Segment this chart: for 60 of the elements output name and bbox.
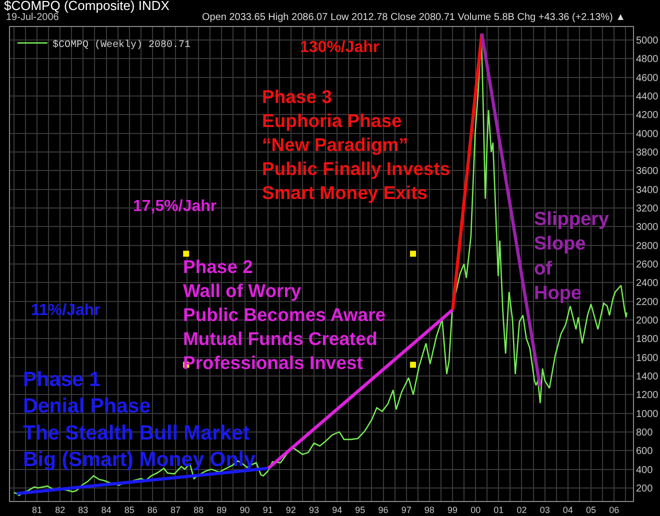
x-tick-label: 92 — [286, 504, 296, 515]
y-tick-label: 3400 — [636, 184, 659, 196]
y-tick-label: 800 — [636, 427, 654, 438]
y-tick-label: 2200 — [636, 296, 659, 308]
text: Open 2033.65 High 2086.07 Low 2012.78 Close 2080.71 Volume 5.8B Chg +43.36 (+2.13%) ▲ — [202, 12, 626, 23]
x-tick-label: 98 — [424, 504, 434, 515]
x-tick-label: 87 — [170, 504, 181, 515]
annotation: Phase 3 Euphoria Phase “New Paradigm” Public Finally Invests Smart Money Exits — [262, 86, 450, 204]
x-tick-label: 83 — [78, 504, 88, 515]
y-tick-label: 1000 — [636, 408, 659, 420]
x-tick-label: 82 — [55, 504, 66, 515]
x-tick-label: 88 — [194, 504, 204, 515]
x-tick-label: 91 — [262, 504, 273, 515]
x-tick-label: 96 — [378, 504, 388, 515]
y-tick-label: 400 — [636, 464, 654, 476]
y-tick-label: 1200 — [636, 390, 659, 402]
x-tick-label: 86 — [147, 504, 158, 515]
y-tick-label: 4600 — [636, 72, 659, 84]
y-tick-label: 3600 — [636, 166, 659, 178]
chart-title: $COMPQ (Composite) INDX — [4, 0, 170, 14]
x-tick-label: 05 — [586, 504, 596, 515]
x-tick-label: 97 — [401, 504, 412, 515]
y-tick-label: 3000 — [636, 222, 659, 234]
y-tick-label: 2800 — [636, 240, 659, 252]
y-tick-label: 4200 — [636, 110, 659, 122]
y-tick-label: 1600 — [636, 352, 659, 364]
y-tick-label: 2000 — [636, 315, 659, 326]
x-tick-label: 06 — [609, 504, 620, 515]
x-tick-label: 99 — [447, 504, 458, 515]
annotation: 130%/Jahr — [300, 39, 380, 56]
y-tick-label: 4800 — [636, 54, 659, 66]
y-tick-label: 4000 — [636, 128, 659, 140]
x-tick-label: 89 — [216, 504, 227, 515]
y-tick-label: 200 — [636, 483, 654, 494]
y-tick-label: 3800 — [636, 148, 659, 159]
x-tick-label: 04 — [562, 504, 573, 515]
x-tick-label: 94 — [332, 504, 342, 515]
x-tick-label: 01 — [494, 504, 504, 515]
x-tick-label: 93 — [308, 504, 320, 515]
y-tick-label: 2400 — [636, 278, 659, 290]
chart-subtitle: 19-Jul-2006 — [6, 12, 60, 23]
x-tick-label: 84 — [101, 504, 112, 515]
x-tick-label: 85 — [124, 504, 134, 515]
x-tick-label: 95 — [355, 504, 366, 515]
y-tick-label: 1400 — [636, 371, 659, 382]
legend-label: $COMPQ (Weekly) 2080.71 — [52, 38, 191, 51]
x-tick-label: 00 — [470, 504, 481, 515]
y-tick-label: 5000 — [636, 36, 659, 47]
annotation: 17,5%/Jahr — [133, 198, 217, 215]
x-tick-label: 90 — [240, 504, 250, 515]
y-tick-label: 2600 — [636, 260, 659, 270]
x-tick-label: 02 — [516, 504, 527, 515]
y-tick-label: 4400 — [636, 92, 659, 103]
x-tick-label: 03 — [540, 504, 550, 515]
y-tick-label: 3200 — [636, 204, 659, 215]
x-tick-label: 81 — [32, 504, 42, 515]
annotation: Slippery Slope of Hope — [534, 209, 610, 304]
y-tick-label: 600 — [636, 446, 654, 458]
annotation: 11%/Jahr — [31, 302, 100, 319]
y-tick-label: 1800 — [636, 334, 659, 346]
